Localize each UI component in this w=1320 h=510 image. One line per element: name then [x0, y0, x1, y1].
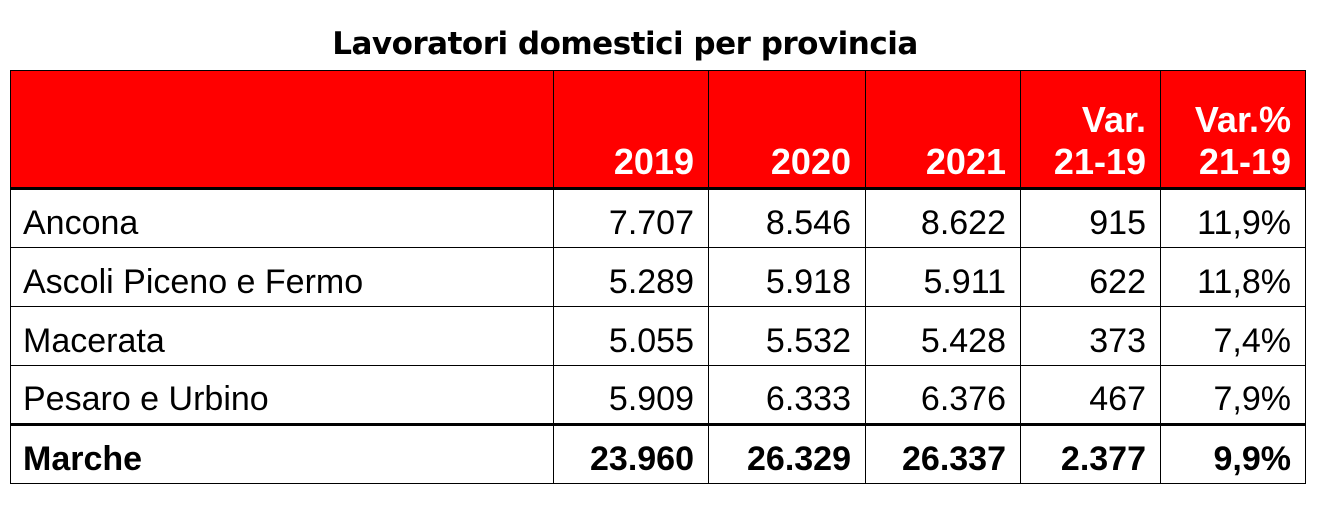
cell-var: 622	[1020, 247, 1161, 307]
cell-2020: 6.333	[708, 365, 866, 425]
row-name: Ancona	[10, 187, 554, 248]
cell-var: 915	[1020, 187, 1161, 248]
cell-2019: 5.055	[553, 306, 709, 366]
total-name: Marche	[10, 423, 554, 484]
cell-2019: 7.707	[553, 187, 709, 248]
header-2020: 2020	[708, 70, 866, 189]
cell-2021: 6.376	[865, 365, 1021, 425]
cell-var-pct: 7,9%	[1160, 365, 1306, 425]
cell-var-pct: 11,9%	[1160, 187, 1306, 248]
cell-2021: 5.428	[865, 306, 1021, 366]
data-table: 2019 2020 2021 Var. 21-19 Var.% 21-19 Anco…	[10, 70, 1306, 484]
cell-2019: 5.909	[553, 365, 709, 425]
header-province	[10, 70, 554, 189]
table-row: Macerata 5.055 5.532 5.428 373 7,4%	[10, 306, 1306, 366]
header-var: Var. 21-19	[1020, 70, 1161, 189]
total-row: Marche 23.960 26.329 26.337 2.377 9,9%	[10, 423, 1306, 484]
cell-var-pct: 11,8%	[1160, 247, 1306, 307]
cell-2020: 8.546	[708, 187, 866, 248]
header-var-pct: Var.% 21-19	[1160, 70, 1306, 189]
table-row: Pesaro e Urbino 5.909 6.333 6.376 467 7,…	[10, 365, 1306, 425]
row-name: Macerata	[10, 306, 554, 366]
header-2019: 2019	[553, 70, 709, 189]
total-2019: 23.960	[553, 423, 709, 484]
table-row: Ascoli Piceno e Fermo 5.289 5.918 5.911 …	[10, 247, 1306, 307]
cell-var-pct: 7,4%	[1160, 306, 1306, 366]
cell-2021: 8.622	[865, 187, 1021, 248]
row-name: Pesaro e Urbino	[10, 365, 554, 425]
header-row: 2019 2020 2021 Var. 21-19 Var.% 21-19	[10, 70, 1306, 189]
total-2020: 26.329	[708, 423, 866, 484]
cell-2020: 5.532	[708, 306, 866, 366]
total-var-pct: 9,9%	[1160, 423, 1306, 484]
header-2021: 2021	[865, 70, 1021, 189]
table-title: Lavoratori domestici per provincia	[332, 26, 918, 62]
cell-var: 373	[1020, 306, 1161, 366]
total-var: 2.377	[1020, 423, 1161, 484]
cell-var: 467	[1020, 365, 1161, 425]
cell-2020: 5.918	[708, 247, 866, 307]
total-2021: 26.337	[865, 423, 1021, 484]
cell-2019: 5.289	[553, 247, 709, 307]
table-row: Ancona 7.707 8.546 8.622 915 11,9%	[10, 187, 1306, 248]
row-name: Ascoli Piceno e Fermo	[10, 247, 554, 307]
cell-2021: 5.911	[865, 247, 1021, 307]
